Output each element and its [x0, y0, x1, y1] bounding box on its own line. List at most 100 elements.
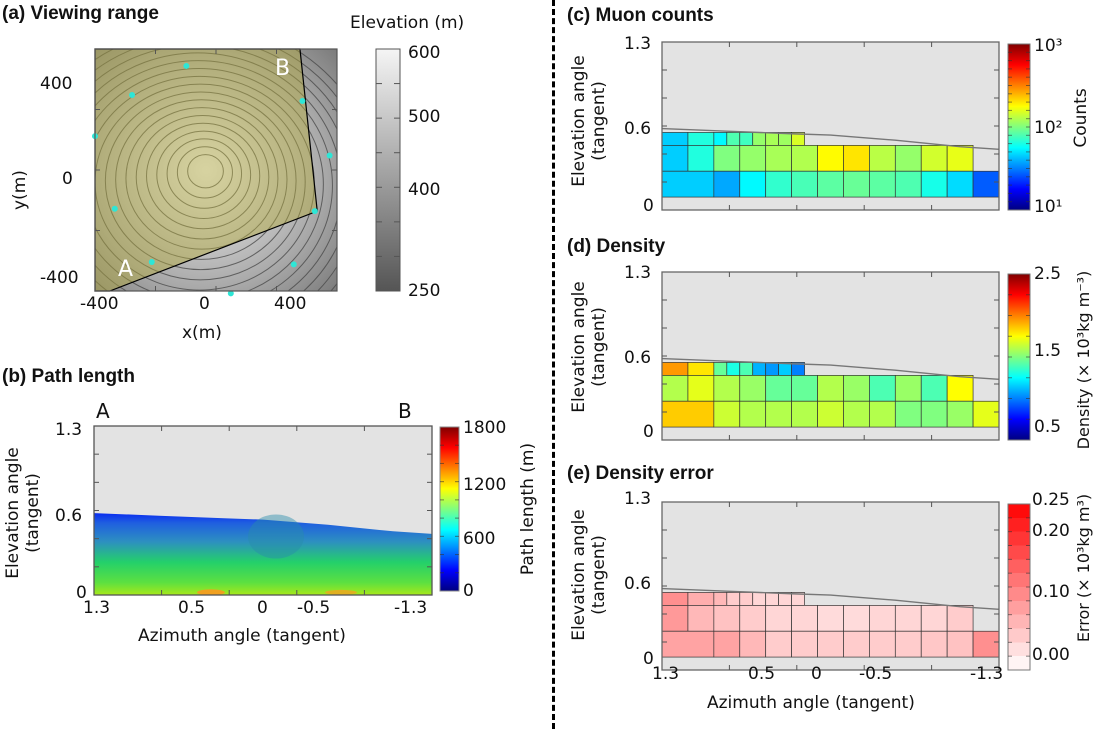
a-corner-A: A	[118, 257, 134, 282]
b-xtick-0: 0	[257, 598, 268, 618]
a-ytick-0: 0	[62, 169, 73, 189]
c-ylabel-line1: Elevation angle	[569, 55, 589, 187]
heatmap-cell	[791, 145, 818, 172]
heatmap-cell	[869, 400, 896, 428]
b-xtick-0.5: 0.5	[178, 598, 206, 618]
heatmap-cell	[869, 630, 896, 658]
d-ytick-1.3: 1.3	[624, 263, 652, 283]
b-xlabel: Azimuth angle (tangent)	[138, 626, 346, 646]
sensor-point	[290, 261, 297, 268]
surface-outline	[661, 127, 1000, 150]
e-ylabel: Elevation angle (tangent)	[569, 490, 609, 660]
sensor-point	[227, 290, 234, 297]
heatmap-cell	[946, 605, 974, 632]
e-ytick-0.6: 0.6	[624, 574, 652, 594]
heatmap-cell	[713, 132, 728, 146]
d-cbar-tick-1.5: 1.5	[1034, 341, 1062, 361]
surface-outline	[661, 587, 1000, 610]
heatmap-cell	[778, 362, 792, 376]
heatmap-cell	[661, 145, 689, 172]
surface-outline	[661, 357, 1000, 380]
heatmap-cell	[765, 170, 792, 198]
a-cbar-tick-400: 400	[408, 180, 441, 200]
panel-d-title: (d) Density	[567, 236, 666, 257]
b-cbar-tick-1200: 1200	[463, 475, 507, 495]
e-cbar-tick-0.00: 0.00	[1032, 645, 1070, 665]
heatmap-cell	[946, 145, 974, 172]
contour-line	[104, 91, 297, 271]
panel-b-title: (b) Path length	[2, 366, 135, 387]
path-length-colorbar	[439, 426, 460, 592]
d-cbar-tick-2.5: 2.5	[1034, 264, 1062, 284]
heatmap-cell	[972, 170, 1000, 198]
contour-line	[115, 99, 288, 260]
c-ytick-0.6: 0.6	[624, 119, 652, 139]
b-cbar-tick-600: 600	[463, 529, 496, 549]
c-cbar-tick-1000: 10³	[1034, 36, 1063, 56]
heatmap-cell	[791, 375, 818, 402]
e-cbar-tick-0.25: 0.25	[1032, 490, 1070, 510]
heatmap-cell	[752, 592, 767, 606]
b-ylabel: Elevation angle (tangent)	[3, 428, 43, 598]
heatmap-cell	[778, 132, 792, 146]
heatmap-cell	[713, 400, 741, 428]
sensor-point	[311, 208, 318, 215]
heatmap-cell	[739, 630, 767, 658]
b-colorbar-label: Path length (m)	[518, 442, 538, 576]
e-xtick-0.5: 0.5	[748, 664, 776, 684]
heatmap-cell	[687, 362, 715, 376]
path-length-feature	[248, 514, 304, 559]
heatmap-cell	[739, 170, 767, 198]
a-cbar-tick-600: 600	[408, 43, 441, 63]
heatmap-cell	[765, 630, 792, 658]
a-cbar-tick-500: 500	[408, 107, 441, 127]
heatmap-cell	[739, 132, 754, 146]
heatmap-cell	[817, 605, 844, 632]
heatmap-cell	[765, 132, 780, 146]
d-ylabel-line2: (tangent)	[588, 307, 609, 387]
c-ytick-0: 0	[643, 196, 654, 216]
b-corner-A: A	[96, 399, 110, 423]
heatmap-cell	[894, 145, 922, 172]
heatmap-cell	[765, 375, 792, 402]
heatmap-cell	[713, 630, 741, 658]
path-length-hotspot	[325, 589, 357, 595]
c-ylabel-line2: (tangent)	[588, 81, 609, 161]
heatmap-cell	[713, 592, 728, 606]
heatmap-cell	[687, 605, 715, 632]
sensor-point	[326, 152, 333, 159]
path-length-hotspot	[197, 589, 225, 596]
heatmap-cell	[946, 630, 974, 658]
panel-divider	[552, 0, 555, 729]
a-xtick-400: 400	[274, 294, 307, 314]
sensor-point	[148, 258, 155, 265]
c-cbar-tick-10: 10¹	[1034, 197, 1063, 217]
heatmap-cell	[791, 630, 818, 658]
e-ylabel-line2: (tangent)	[588, 535, 609, 615]
a-ytick-neg400: -400	[40, 268, 79, 288]
heatmap-cell	[894, 170, 922, 198]
panel-a-title: (a) Viewing range	[2, 3, 159, 24]
contour-line	[146, 122, 261, 230]
heatmap-cell	[869, 605, 896, 632]
heatmap-cell	[843, 400, 870, 428]
path-length-surface	[94, 513, 432, 595]
heatmap-cell	[869, 170, 896, 198]
heatmap-cell	[713, 362, 728, 376]
d-colorbar-label: Density (× 10³kg m⁻³)	[1074, 270, 1093, 450]
contour-line	[156, 130, 252, 220]
contour-line	[135, 114, 270, 240]
heatmap-cell	[661, 375, 689, 402]
heatmap-cell	[791, 400, 818, 428]
heatmap-cell	[687, 592, 715, 606]
heatmap-cell	[946, 400, 974, 428]
heatmap-cell	[661, 362, 689, 376]
a-corner-B: B	[275, 56, 291, 81]
heatmap-cell	[726, 362, 741, 376]
heatmap-cell	[843, 375, 870, 402]
density-error-plot	[661, 501, 1031, 671]
e-xtick-1.3: 1.3	[652, 664, 680, 684]
path-length-plot	[93, 425, 460, 596]
heatmap-cell	[817, 630, 844, 658]
heatmap-cell	[713, 145, 741, 172]
